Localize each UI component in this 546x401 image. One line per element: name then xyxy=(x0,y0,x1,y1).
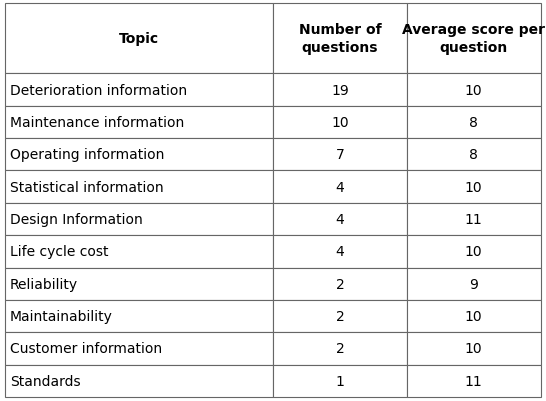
Bar xyxy=(5,268,273,300)
Bar xyxy=(273,235,407,268)
Bar xyxy=(407,203,541,236)
Bar xyxy=(273,74,407,107)
Bar xyxy=(273,4,407,74)
Text: 11: 11 xyxy=(465,213,483,227)
Text: Average score per
question: Average score per question xyxy=(402,23,545,55)
Bar xyxy=(407,107,541,139)
Text: 2: 2 xyxy=(335,309,345,323)
Text: Statistical information: Statistical information xyxy=(10,180,163,194)
Text: 4: 4 xyxy=(335,213,345,227)
Text: 2: 2 xyxy=(335,342,345,356)
Bar xyxy=(5,107,273,139)
Bar xyxy=(5,235,273,268)
Text: 8: 8 xyxy=(469,148,478,162)
Text: 8: 8 xyxy=(469,115,478,130)
Bar xyxy=(407,74,541,107)
Bar xyxy=(407,300,541,332)
Text: 1: 1 xyxy=(335,374,345,388)
Text: 10: 10 xyxy=(465,245,483,259)
Bar xyxy=(407,332,541,365)
Bar xyxy=(273,203,407,236)
Bar xyxy=(273,171,407,203)
Text: 9: 9 xyxy=(469,277,478,291)
Text: Deterioration information: Deterioration information xyxy=(10,83,187,97)
Text: 19: 19 xyxy=(331,83,349,97)
Text: Topic: Topic xyxy=(119,32,159,46)
Text: 2: 2 xyxy=(335,277,345,291)
Bar xyxy=(5,203,273,236)
Text: 10: 10 xyxy=(465,83,483,97)
Text: Customer information: Customer information xyxy=(10,342,162,356)
Text: Design Information: Design Information xyxy=(10,213,143,227)
Bar xyxy=(5,4,273,74)
Text: 4: 4 xyxy=(335,180,345,194)
Bar xyxy=(407,268,541,300)
Text: 10: 10 xyxy=(465,180,483,194)
Text: Maintenance information: Maintenance information xyxy=(10,115,184,130)
Text: Number of
questions: Number of questions xyxy=(299,23,381,55)
Bar xyxy=(407,4,541,74)
Bar xyxy=(407,171,541,203)
Bar xyxy=(273,139,407,171)
Text: Life cycle cost: Life cycle cost xyxy=(10,245,108,259)
Text: 11: 11 xyxy=(465,374,483,388)
Bar xyxy=(273,300,407,332)
Bar xyxy=(273,107,407,139)
Bar xyxy=(407,139,541,171)
Bar xyxy=(5,171,273,203)
Bar xyxy=(5,300,273,332)
Text: Standards: Standards xyxy=(10,374,80,388)
Bar xyxy=(5,74,273,107)
Text: 10: 10 xyxy=(465,342,483,356)
Bar xyxy=(273,268,407,300)
Bar xyxy=(5,139,273,171)
Bar xyxy=(273,365,407,397)
Bar xyxy=(407,365,541,397)
Text: Reliability: Reliability xyxy=(10,277,78,291)
Text: 7: 7 xyxy=(335,148,345,162)
Bar xyxy=(273,332,407,365)
Text: 10: 10 xyxy=(331,115,349,130)
Text: 4: 4 xyxy=(335,245,345,259)
Text: Maintainability: Maintainability xyxy=(10,309,112,323)
Bar xyxy=(5,365,273,397)
Bar xyxy=(5,332,273,365)
Bar xyxy=(407,235,541,268)
Text: Operating information: Operating information xyxy=(10,148,164,162)
Text: 10: 10 xyxy=(465,309,483,323)
